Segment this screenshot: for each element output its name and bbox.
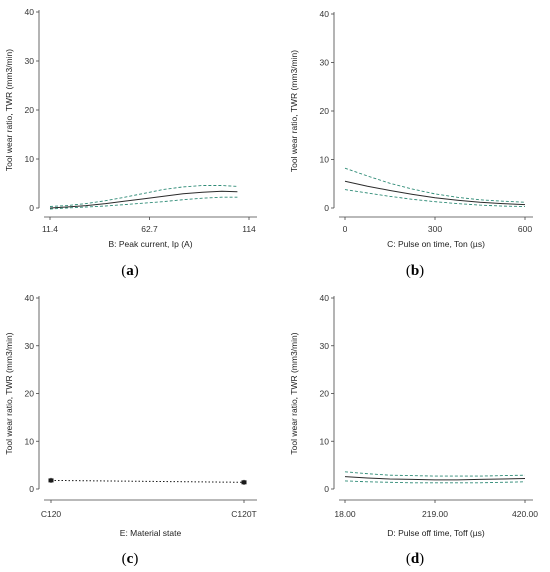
panel-a: 0 10 20 30 40 Tool wear ratio, TWR (mm3/min) 1…: [4, 7, 257, 279]
y-tick-label: 40: [320, 293, 330, 303]
x-axis-label: B: Peak current, Ip (A): [108, 239, 192, 249]
x-axis-label: C: Pulse on time, Ton (µs): [387, 239, 485, 249]
x-tick-label: C120T: [231, 509, 257, 519]
x-axis-label: D: Pulse off time, Toff (µs): [387, 528, 485, 538]
y-tick-label: 40: [25, 7, 35, 17]
mean-line: [344, 476, 526, 481]
x-tick-label: 300: [428, 224, 442, 234]
panel-c: 0 10 20 30 40 Tool wear ratio, TWR (mm3/min) C…: [4, 293, 257, 567]
panel-caption: (d): [406, 551, 424, 567]
y-tick-label: 30: [25, 341, 35, 351]
x-tick-label: 18.00: [334, 509, 356, 519]
data-point: [241, 480, 247, 485]
x-tick-label: C120: [41, 509, 62, 519]
y-tick-label: 0: [324, 203, 329, 213]
panel-d: 0 10 20 30 40 Tool wear ratio, TWR (mm3/min) 1…: [289, 293, 538, 567]
y-tick-label: 0: [324, 484, 329, 494]
x-tick-label: 62.7: [141, 224, 158, 234]
lower-confidence-line: [344, 189, 526, 207]
y-tick-label: 30: [25, 56, 35, 66]
panel-caption: (a): [121, 263, 139, 279]
x-tick-label: 600: [518, 224, 532, 234]
x-tick-label: 219.00: [422, 509, 448, 519]
y-axis-label: Tool wear ratio, TWR (mm3/min): [4, 49, 14, 171]
y-tick-label: 30: [320, 58, 330, 68]
x-tick-label: 114: [242, 224, 256, 234]
upper-confidence-line: [344, 167, 526, 203]
y-tick-label: 10: [320, 155, 330, 165]
y-tick-label: 20: [320, 389, 330, 399]
y-tick-label: 10: [25, 154, 35, 164]
y-axis-label: Tool wear ratio, TWR (mm3/min): [289, 332, 299, 454]
upper-confidence-line: [49, 185, 238, 207]
y-axis-label: Tool wear ratio, TWR (mm3/min): [4, 332, 14, 454]
panel-caption: (c): [122, 551, 139, 567]
mean-line: [50, 479, 245, 483]
y-axis-label: Tool wear ratio, TWR (mm3/min): [289, 50, 299, 172]
y-tick-label: 10: [320, 436, 330, 446]
panel-b: 0 10 20 30 40 Tool wear ratio, TWR (mm3/min) 0…: [289, 9, 533, 279]
y-tick-label: 20: [25, 105, 35, 115]
mean-line: [49, 190, 238, 209]
y-tick-label: 40: [25, 293, 35, 303]
y-tick-label: 20: [320, 106, 330, 116]
x-tick-label: 420.00: [512, 509, 538, 519]
mean-line: [344, 180, 526, 206]
lower-confidence-line: [344, 480, 526, 484]
x-tick-label: 11.4: [42, 224, 58, 234]
y-tick-label: 10: [25, 436, 35, 446]
x-axis-label: E: Material state: [120, 528, 182, 538]
y-tick-label: 20: [25, 389, 35, 399]
y-tick-label: 0: [29, 203, 34, 213]
y-tick-label: 30: [320, 341, 330, 351]
panel-caption: (b): [406, 263, 424, 279]
upper-confidence-line: [344, 471, 526, 477]
data-point: [48, 478, 54, 483]
y-tick-label: 40: [320, 9, 330, 19]
x-tick-label: 0: [343, 224, 348, 234]
y-tick-label: 0: [29, 484, 34, 494]
